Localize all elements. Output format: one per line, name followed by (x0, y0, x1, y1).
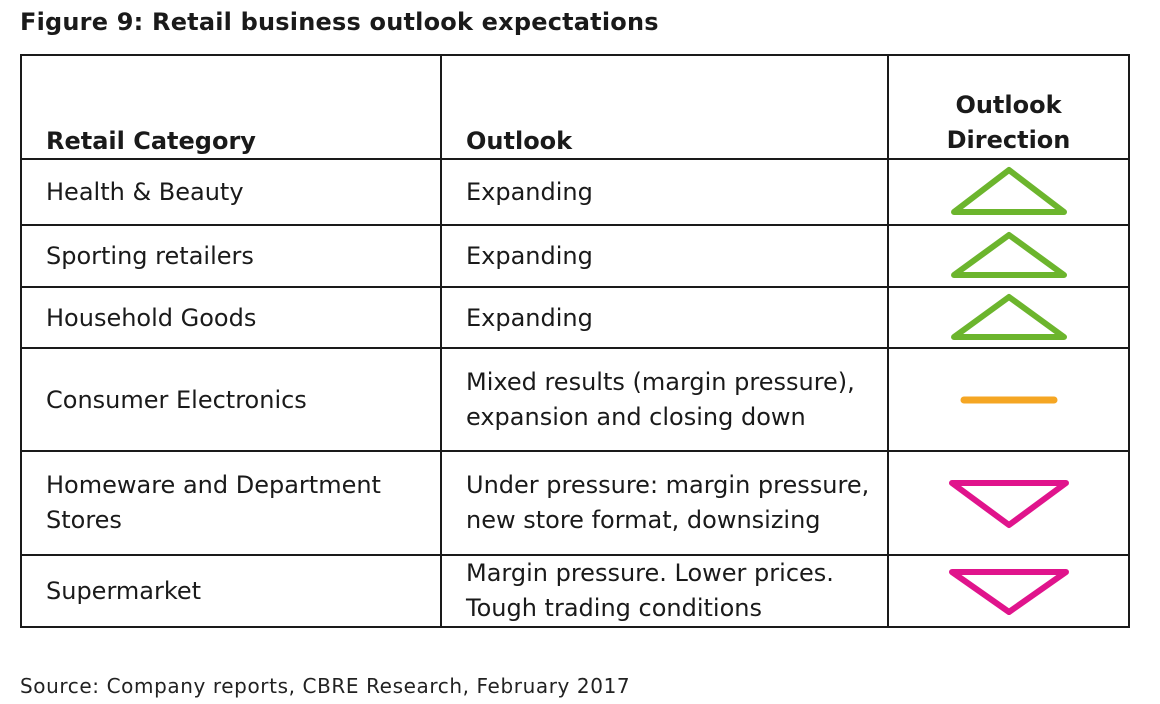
category-cell: Consumer Electronics (20, 347, 442, 452)
table-row: Homeware and Department Stores Under pre… (20, 450, 1130, 556)
outlook-cell: Under pressure: margin pressure, new sto… (440, 450, 889, 556)
direction-cell (887, 347, 1130, 452)
outlook-table: Retail Category Outlook Outlook Direction… (20, 54, 1130, 628)
source-note: Source: Company reports, CBRE Research, … (20, 674, 631, 698)
direction-cell (887, 554, 1130, 628)
category-cell: Household Goods (20, 286, 442, 349)
table-row: Household Goods Expanding (20, 286, 1130, 349)
table-row: Sporting retailers Expanding (20, 224, 1130, 288)
category-cell: Health & Beauty (20, 158, 442, 226)
outlook-cell: Margin pressure. Lower prices. Tough tra… (440, 554, 889, 628)
dash-icon (960, 396, 1057, 403)
header-direction-line2: Direction (946, 126, 1071, 154)
header-direction-line1: Outlook (955, 91, 1062, 119)
table-row: Health & Beauty Expanding (20, 158, 1130, 226)
outlook-cell: Mixed results (margin pressure), expansi… (440, 347, 889, 452)
up-triangle-icon (950, 232, 1067, 278)
category-cell: Supermarket (20, 554, 442, 628)
table-row: Supermarket Margin pressure. Lower price… (20, 554, 1130, 628)
up-triangle-icon (950, 167, 1067, 215)
direction-cell (887, 450, 1130, 556)
down-triangle-icon (948, 569, 1069, 615)
header-outlook-direction: Outlook Direction (887, 54, 1130, 160)
header-retail-category: Retail Category (20, 54, 442, 160)
direction-cell (887, 286, 1130, 349)
outlook-cell: Expanding (440, 224, 889, 288)
outlook-cell: Expanding (440, 158, 889, 226)
direction-cell (887, 224, 1130, 288)
up-triangle-icon (950, 293, 1067, 340)
outlook-cell: Expanding (440, 286, 889, 349)
down-triangle-icon (948, 480, 1069, 528)
header-outlook: Outlook (440, 54, 889, 160)
figure-title: Figure 9: Retail business outlook expect… (20, 8, 659, 36)
header-row: Retail Category Outlook Outlook Direction (20, 54, 1130, 160)
category-cell: Homeware and Department Stores (20, 450, 442, 556)
direction-cell (887, 158, 1130, 226)
table-row: Consumer Electronics Mixed results (marg… (20, 347, 1130, 452)
category-cell: Sporting retailers (20, 224, 442, 288)
